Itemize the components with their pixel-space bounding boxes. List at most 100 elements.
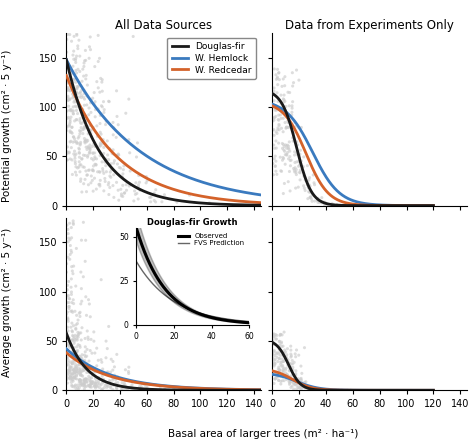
Point [92, 383, 100, 390]
Point [284, 119, 292, 126]
Point [63, 372, 71, 379]
Point [307, 188, 315, 195]
Point [269, 127, 276, 134]
Point [294, 377, 301, 385]
Point [88, 374, 95, 381]
Point [120, 377, 128, 384]
Point [115, 152, 123, 159]
Point [307, 194, 314, 201]
Point [83, 93, 91, 100]
Point [72, 79, 80, 86]
Point [81, 357, 89, 364]
Point [98, 386, 105, 393]
Point [282, 373, 289, 380]
Point [106, 145, 114, 152]
Point [73, 320, 81, 327]
Point [113, 87, 120, 94]
Point [278, 348, 286, 355]
Point [126, 183, 133, 190]
Point [272, 336, 280, 343]
Point [308, 198, 316, 205]
Point [289, 357, 296, 364]
Point [63, 79, 71, 86]
Point [133, 190, 141, 197]
Point [150, 190, 158, 197]
Point [294, 377, 301, 384]
Point [74, 83, 82, 90]
Point [281, 73, 289, 80]
Point [281, 353, 289, 360]
Point [68, 124, 75, 131]
Point [77, 178, 84, 185]
Point [75, 365, 82, 372]
Point [82, 72, 90, 79]
Point [271, 107, 279, 114]
Point [72, 56, 79, 64]
Point [69, 332, 76, 339]
Point [297, 167, 304, 174]
Point [286, 378, 294, 385]
Point [85, 296, 92, 303]
Point [76, 353, 84, 360]
Point [74, 356, 82, 363]
Point [99, 385, 106, 392]
Point [68, 383, 76, 390]
Point [92, 161, 100, 168]
Point [107, 160, 115, 167]
Point [289, 98, 296, 105]
Point [294, 384, 302, 391]
Point [97, 177, 104, 184]
Point [63, 331, 71, 338]
Point [284, 123, 292, 131]
Point [302, 384, 310, 391]
Point [83, 101, 91, 108]
Point [81, 376, 88, 383]
Point [72, 326, 80, 333]
Point [288, 360, 295, 367]
Point [89, 95, 97, 102]
Point [292, 123, 300, 130]
Point [270, 171, 277, 178]
Point [77, 176, 84, 183]
Point [287, 347, 295, 354]
Point [103, 382, 111, 389]
Point [87, 336, 95, 343]
Point [296, 385, 303, 392]
Point [65, 367, 73, 374]
Point [311, 385, 319, 392]
Point [279, 367, 287, 374]
Point [311, 198, 319, 205]
Point [103, 345, 111, 352]
Point [277, 352, 284, 359]
Point [65, 235, 73, 242]
Point [306, 189, 313, 196]
Point [84, 153, 91, 161]
Point [92, 186, 100, 193]
Point [103, 384, 110, 391]
Point [101, 159, 109, 166]
Point [273, 89, 281, 96]
Point [64, 226, 72, 233]
Point [142, 179, 150, 187]
Point [165, 387, 173, 394]
Point [321, 201, 328, 208]
Point [80, 367, 87, 374]
Point [96, 129, 104, 136]
Point [66, 344, 73, 351]
Point [70, 103, 77, 110]
Point [82, 375, 90, 382]
Point [74, 140, 82, 147]
Point [64, 143, 71, 150]
Point [71, 374, 78, 381]
Point [63, 354, 70, 361]
Point [115, 197, 123, 204]
Point [277, 331, 284, 338]
Point [69, 268, 76, 275]
Point [135, 172, 143, 179]
Point [71, 117, 78, 124]
Point [74, 370, 82, 377]
Point [78, 120, 85, 127]
Point [297, 147, 304, 154]
Point [92, 385, 100, 392]
Point [72, 160, 79, 167]
